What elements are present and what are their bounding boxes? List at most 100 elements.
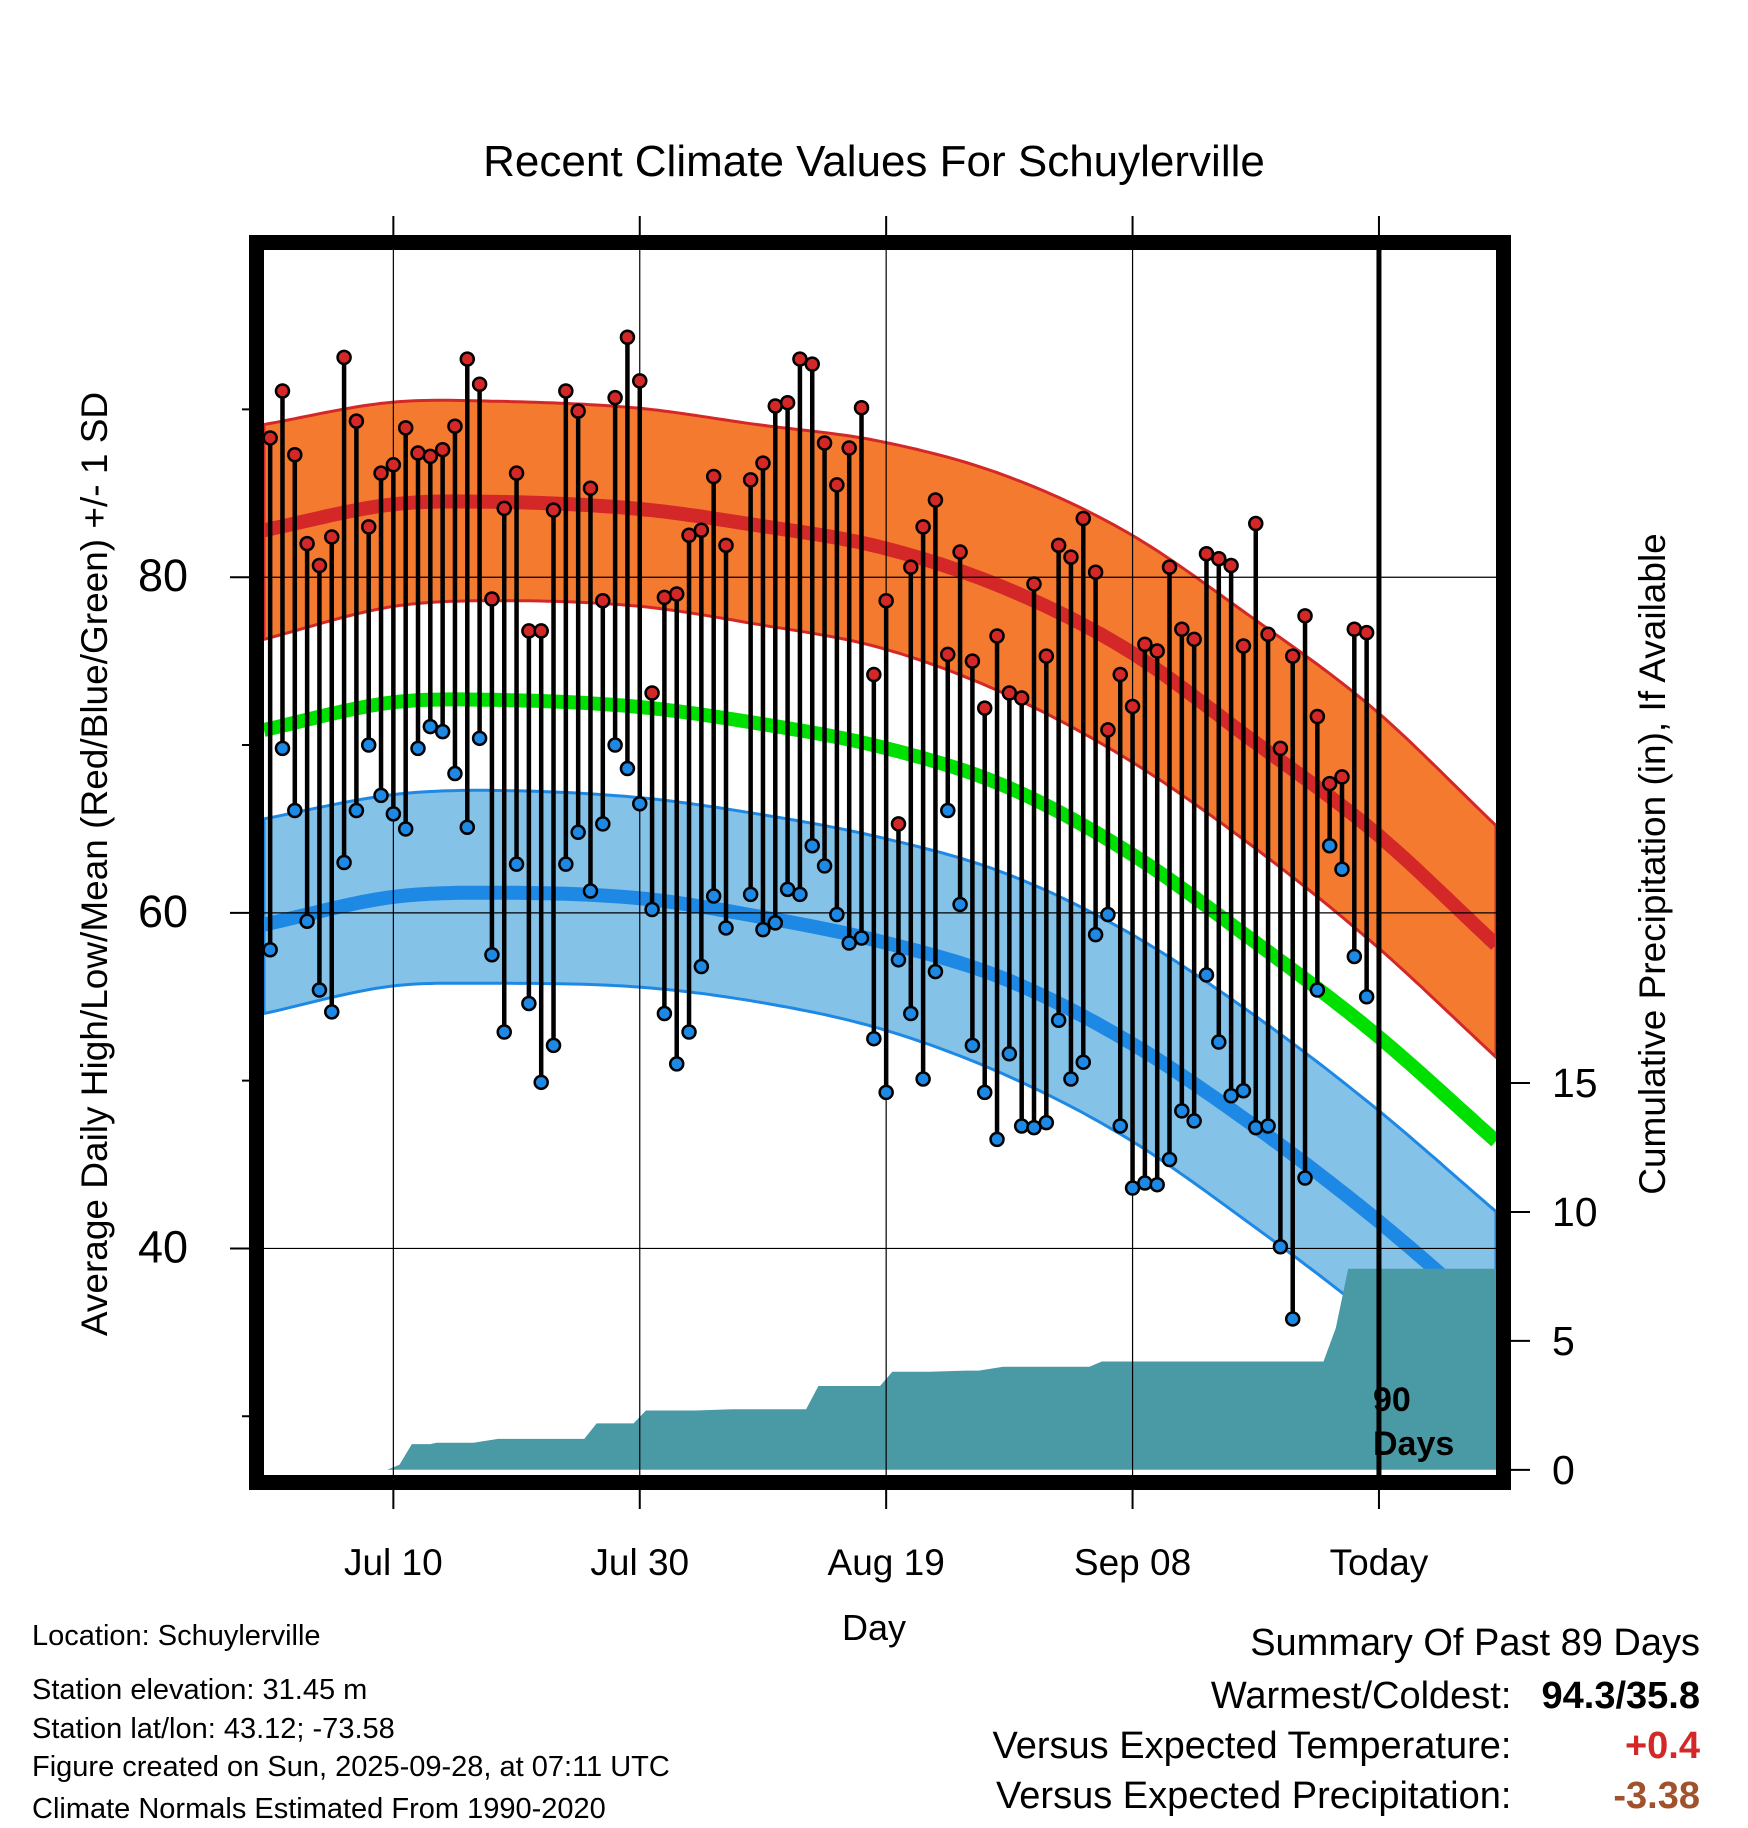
daily-low-point: [508, 856, 525, 872]
daily-low-point: [582, 883, 599, 899]
daily-high-point: [1248, 515, 1264, 532]
daily-low-point: [755, 921, 771, 938]
daily-low-point: [940, 802, 956, 819]
daily-high-point: [1272, 740, 1289, 757]
daily-high-point: [311, 557, 328, 574]
daily-high-point: [656, 589, 673, 606]
normal-high-band: [264, 398, 1496, 1060]
daily-low-point: [1260, 1118, 1276, 1134]
daily-high-point: [952, 544, 968, 560]
daily-low-point: [964, 1037, 981, 1054]
y-tick-label: 40: [138, 1221, 188, 1272]
daily-high-point: [397, 420, 414, 436]
daily-low-point: [558, 856, 574, 872]
daily-high-point: [521, 623, 537, 639]
daily-high-point: [1087, 564, 1104, 580]
daily-high-point: [1309, 708, 1326, 725]
daily-low-point: [693, 958, 710, 975]
daily-high-point: [410, 445, 426, 461]
daily-high-point: [619, 329, 636, 346]
daily-high-point: [264, 430, 278, 446]
daily-high-point: [484, 591, 500, 607]
daily-low-point: [1284, 1311, 1301, 1327]
daily-high-point: [841, 440, 857, 456]
summary-warm-cold: Warmest/Coldest: 94.3/35.8: [1211, 1675, 1700, 1718]
daily-high-point: [1038, 648, 1055, 664]
daily-low-point: [792, 886, 808, 903]
daily-high-point: [668, 586, 685, 602]
daily-high-point: [755, 455, 771, 471]
daily-high-point: [595, 592, 611, 609]
daily-high-point: [471, 376, 488, 392]
daily-high-point: [718, 537, 734, 554]
daily-high-point: [890, 816, 907, 832]
daily-low-point: [299, 913, 315, 929]
daily-high-point: [903, 559, 919, 575]
daily-high-point: [644, 685, 660, 701]
daily-high-point: [274, 383, 291, 399]
daily-low-point: [434, 723, 451, 740]
daily-low-point: [373, 787, 389, 804]
daily-high-point: [434, 441, 451, 458]
warm-cold-label: Warmest/Coldest:: [1210, 1675, 1512, 1717]
normals-source-text: Climate Normals Estimated From 1990-2020: [32, 1793, 606, 1825]
y-axis-label: Average Daily High/Low/Mean (Red/Blue/Gr…: [74, 392, 115, 1336]
daily-high-point: [1235, 638, 1252, 654]
daily-low-point: [1001, 1046, 1018, 1062]
summary-temperature: Versus Expected Temperature: +0.4: [993, 1725, 1700, 1768]
daily-high-point: [299, 535, 315, 552]
daily-high-point: [1137, 636, 1153, 653]
daily-high-point: [1223, 557, 1239, 574]
daily-low-point: [1100, 906, 1116, 923]
daily-high-point: [1260, 626, 1276, 643]
daily-high-point: [632, 373, 648, 389]
daily-high-point: [570, 403, 586, 419]
daily-low-point: [1174, 1103, 1190, 1119]
y-tick-label: 60: [138, 886, 188, 937]
daily-low-point: [1063, 1071, 1079, 1087]
daily-high-point: [348, 413, 365, 429]
daily-low-point: [410, 740, 426, 757]
daily-high-point: [1013, 690, 1030, 706]
daily-low-point: [459, 819, 476, 836]
daily-low-point: [447, 765, 463, 782]
daily-low-point: [952, 896, 968, 913]
daily-low-point: [570, 824, 586, 841]
daily-low-point: [1112, 1118, 1128, 1134]
daily-low-point: [360, 737, 377, 753]
daily-high-point: [1124, 698, 1141, 715]
x-tick-label: Today: [1330, 1542, 1429, 1583]
daily-low-point: [976, 1084, 993, 1101]
latlon-text: Station lat/lon: 43.12; -73.58: [32, 1713, 395, 1745]
daily-high-point: [792, 351, 808, 367]
daily-high-point: [1211, 551, 1227, 567]
daily-high-point: [1026, 576, 1042, 592]
daily-high-point: [804, 356, 820, 372]
daily-low-point: [545, 1037, 562, 1054]
y2-tick-label: 5: [1552, 1318, 1575, 1364]
daily-high-point: [1186, 631, 1202, 648]
x-tick-label: Jul 10: [344, 1542, 443, 1583]
daily-low-point: [484, 947, 500, 963]
daily-low-point: [989, 1131, 1005, 1148]
daily-low-point: [1297, 1170, 1313, 1186]
y2-tick-label: 10: [1552, 1189, 1598, 1235]
daily-high-point: [1334, 769, 1350, 785]
axes: Jul 10 Jul 30 Aug 19 Sep 08 Today 40 60 80 0 5 10 1…: [138, 216, 1598, 1583]
daily-low-point: [1309, 982, 1326, 998]
daily-high-point: [1198, 545, 1215, 562]
daily-low-point: [705, 888, 722, 904]
daily-low-point: [311, 982, 328, 998]
elevation-text: Station elevation: 31.45 m: [32, 1674, 368, 1706]
daily-low-point: [853, 930, 870, 946]
daily-high-point: [927, 492, 944, 508]
daily-low-point: [1198, 967, 1215, 983]
daily-high-point: [940, 646, 956, 663]
daily-low-point: [632, 796, 648, 812]
plot-frame: [249, 235, 1511, 1490]
daily-low-point: [1248, 1119, 1264, 1136]
daily-low-point: [397, 821, 414, 837]
daily-low-point: [1050, 1012, 1067, 1028]
daily-low-point: [1087, 926, 1104, 943]
